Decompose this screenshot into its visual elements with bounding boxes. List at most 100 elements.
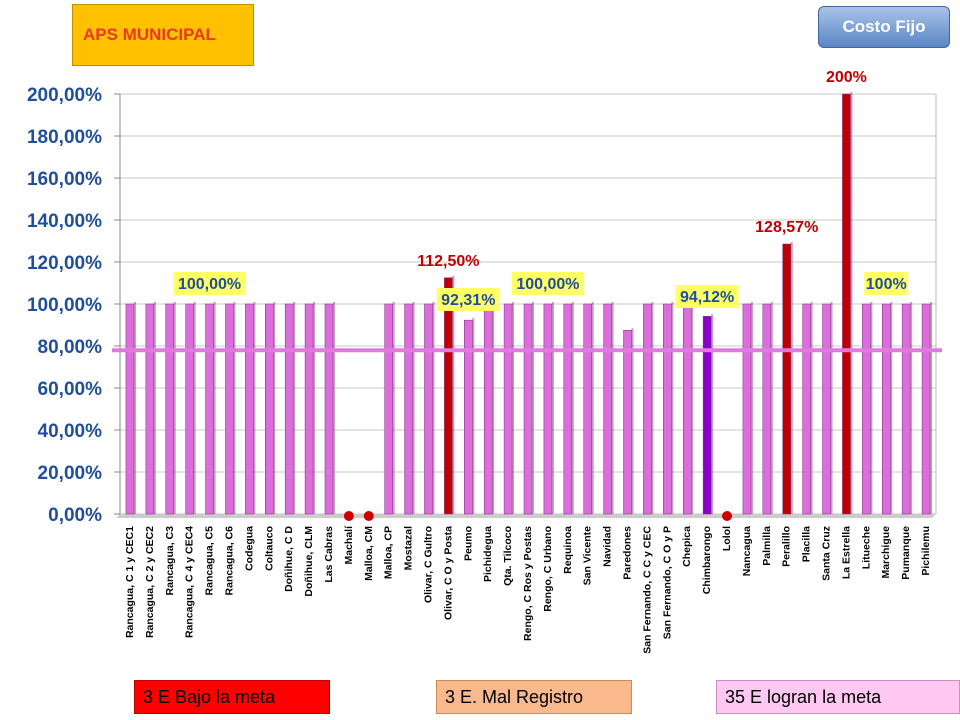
x-tick-label: Pichilemu	[920, 526, 932, 576]
bar-side	[293, 302, 296, 514]
y-tick-label: 60,00%	[38, 379, 103, 400]
bar	[921, 303, 931, 515]
bar-side	[392, 302, 395, 514]
x-tick-label: Rancagua, C5	[204, 526, 216, 596]
x-tick-label: Peralillo	[781, 526, 793, 567]
bar-side	[870, 302, 873, 514]
bar-side	[273, 302, 276, 514]
x-tick-label: Rancagua, C 2 y CEC2	[144, 526, 156, 638]
bar-side	[412, 302, 415, 514]
bar-side	[551, 302, 554, 514]
x-tick-label: Qta. Tilcoco	[502, 526, 514, 586]
y-tick-label: 80,00%	[38, 337, 103, 358]
data-label: 100%	[866, 276, 907, 293]
bar-side	[213, 302, 216, 514]
x-tick-label: Malloa, CM	[363, 526, 375, 581]
x-tick-label: Las Cabras	[323, 526, 335, 583]
bar	[304, 303, 314, 515]
bar	[702, 316, 712, 515]
x-tick-label: Peumo	[462, 526, 474, 561]
bar	[324, 303, 334, 515]
costo-fijo-button[interactable]: Costo Fijo	[818, 6, 950, 48]
bar-side	[711, 314, 714, 514]
bar-side	[472, 318, 475, 514]
bar	[663, 303, 672, 515]
y-tick-label: 180,00%	[27, 127, 102, 148]
x-tick-label: Chepica	[681, 526, 693, 567]
bar	[225, 303, 234, 515]
bar-side	[770, 302, 773, 514]
legend-bad-record: 3 E. Mal Registro	[436, 680, 632, 714]
bar-side	[830, 302, 833, 514]
bar-side	[651, 302, 654, 514]
x-tick-label: Doñihue, CLM	[303, 526, 315, 597]
bar-side	[532, 302, 534, 514]
x-tick-label: Olivar, C O y Posta	[442, 526, 454, 620]
x-tick-label: Olivar, C Gultro	[422, 526, 434, 603]
zero-marker	[722, 511, 733, 521]
bar-side	[313, 302, 316, 514]
bar	[284, 303, 294, 515]
title-box: APS MUNICIPAL	[72, 4, 254, 66]
bar-side	[452, 275, 455, 514]
bar	[782, 243, 791, 515]
x-tick-label: Navidad	[602, 526, 614, 567]
bar	[165, 303, 175, 515]
x-tick-label: Rancagua, C3	[164, 526, 176, 596]
zero-marker	[363, 511, 374, 521]
bar	[643, 303, 652, 515]
x-tick-label: La Estrella	[840, 526, 852, 579]
bar-side	[332, 302, 335, 514]
bar	[245, 303, 254, 515]
bar	[583, 303, 592, 515]
bar-side	[193, 302, 196, 514]
bar-side	[890, 302, 893, 514]
bar	[842, 93, 851, 515]
bar	[682, 303, 692, 515]
bar	[483, 303, 493, 515]
x-tick-label: Mostazal	[403, 526, 415, 570]
y-tick-label: 0,00%	[48, 505, 102, 526]
chart-bars	[112, 92, 942, 521]
bar-side	[173, 302, 176, 514]
bar	[742, 303, 752, 515]
y-tick-label: 160,00%	[27, 169, 102, 190]
bar	[503, 303, 513, 515]
bar	[265, 303, 274, 515]
bar	[205, 303, 214, 515]
legend-below-target: 3 E Bajo la meta	[134, 680, 330, 714]
bar	[145, 303, 155, 515]
y-tick-label: 100,00%	[27, 295, 102, 316]
bar-side	[233, 302, 236, 514]
data-label-bg	[511, 272, 585, 295]
data-label: 200%	[826, 69, 867, 86]
data-label: 100,00%	[516, 276, 579, 293]
x-tick-label: Machalí	[343, 525, 355, 565]
x-tick-label: Rancagua, C6	[223, 526, 235, 596]
x-tick-label: Litueche	[860, 526, 872, 569]
bar	[802, 303, 811, 515]
bar	[563, 303, 573, 515]
x-tick-label: San Fernando, C C y CEC	[641, 526, 653, 654]
x-tick-label: Rancagua, C 1 y CEC1	[124, 526, 136, 638]
y-tick-label: 20,00%	[38, 463, 103, 484]
y-tick-label: 120,00%	[27, 253, 102, 274]
y-tick-label: 140,00%	[27, 211, 102, 232]
bar	[384, 303, 393, 515]
data-label: 94,12%	[680, 289, 734, 306]
bar-side	[691, 302, 694, 514]
bar	[862, 303, 871, 515]
x-tick-label: Paredones	[622, 526, 634, 580]
x-tick-label: Rengo, C Ros y Postas	[522, 526, 534, 641]
x-tick-label: Codegua	[243, 526, 255, 571]
x-tick-label: Coltauco	[263, 526, 275, 571]
y-tick-label: 40,00%	[38, 421, 103, 442]
bar-side	[591, 302, 594, 514]
data-label-bg	[173, 272, 246, 295]
bar-side	[850, 92, 853, 514]
x-tick-label: Nancagua	[741, 526, 753, 576]
x-tick-label: Requinoa	[562, 526, 574, 574]
chart-labels: Rancagua, C 1 y CEC1 Rancagua, C 2 y CEC2…	[124, 69, 932, 654]
legend-achieved: 35 E logran la meta	[716, 680, 960, 714]
